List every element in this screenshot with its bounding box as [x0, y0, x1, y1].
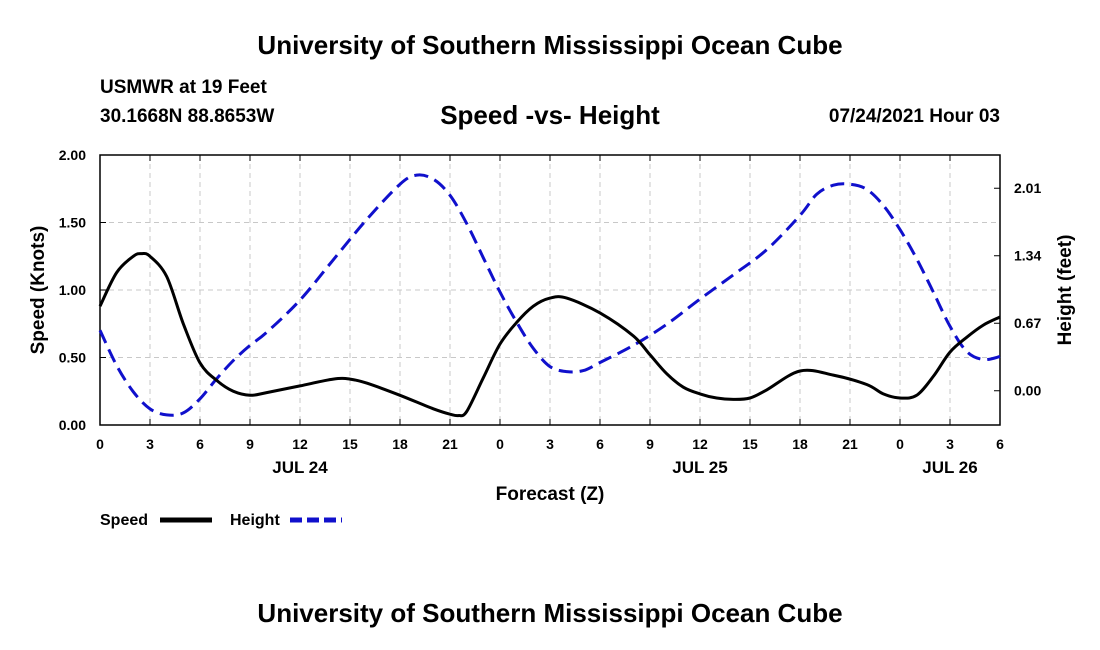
station-name: USMWR at 19 Feet	[100, 77, 267, 98]
x-tick-label: 0	[496, 436, 504, 452]
y2-tick-label: 0.67	[1014, 315, 1041, 331]
y2-tick-label: 0.00	[1014, 383, 1041, 399]
x-tick-label: 3	[546, 436, 554, 452]
chart-title-bottom: University of Southern Mississippi Ocean…	[257, 598, 843, 628]
chart-title-top: University of Southern Mississippi Ocean…	[257, 30, 843, 60]
y-tick-label: 2.00	[59, 147, 86, 163]
x-tick-label: 3	[146, 436, 154, 452]
x-tick-label: 3	[946, 436, 954, 452]
x-axis-title: Forecast (Z)	[496, 484, 605, 505]
series-line-speed	[98, 251, 1001, 418]
x-tick-label: 21	[442, 436, 458, 452]
x-tick-label: 12	[692, 436, 708, 452]
x-tick-label: 21	[842, 436, 858, 452]
x-tick-label: 0	[896, 436, 904, 452]
y2-axis-title: Height (feet)	[1055, 235, 1076, 346]
legend-label-speed: Speed	[100, 512, 148, 529]
y-tick-label: 1.00	[59, 282, 86, 298]
chart-subtitle: Speed -vs- Height	[440, 100, 660, 130]
x-tick-label: 0	[96, 436, 104, 452]
y-axis-title: Speed (Knots)	[28, 226, 49, 355]
series-line-height	[98, 173, 1001, 417]
y2-tick-label: 1.34	[1014, 248, 1041, 264]
y-tick-label: 1.50	[59, 215, 86, 231]
x-tick-label: 12	[292, 436, 308, 452]
forecast-datetime: 07/24/2021 Hour 03	[828, 106, 1000, 127]
x-tick-label: 6	[996, 436, 1004, 452]
y-tick-label: 0.50	[59, 350, 86, 366]
x-tick-label: 18	[792, 436, 808, 452]
date-label: JUL 25	[672, 458, 727, 477]
x-tick-label: 18	[392, 436, 408, 452]
y-tick-label: 0.00	[59, 417, 86, 433]
x-tick-label: 9	[646, 436, 654, 452]
x-tick-label: 6	[196, 436, 204, 452]
x-tick-label: 15	[742, 436, 758, 452]
x-tick-label: 6	[596, 436, 604, 452]
x-tick-label: 15	[342, 436, 358, 452]
y2-tick-label: 2.01	[1014, 180, 1041, 196]
x-tick-label: 9	[246, 436, 254, 452]
station-coordinates: 30.1668N 88.8653W	[100, 106, 275, 127]
date-label: JUL 26	[922, 458, 977, 477]
date-label: JUL 24	[272, 458, 328, 477]
legend-label-height: Height	[230, 512, 280, 529]
